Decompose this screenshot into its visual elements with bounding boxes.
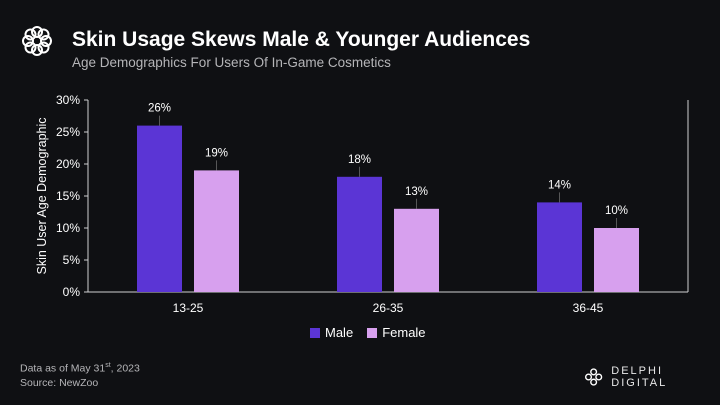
y-tick-label: 30% [56,93,80,107]
y-tick-label: 25% [56,125,80,139]
legend-label-female: Female [382,325,426,340]
y-axis-label: Skin User Age Demographic [35,117,49,274]
bar-female [594,228,639,292]
delphi-small-logo-icon [584,368,603,386]
x-tick-label: 13-25 [173,301,204,315]
y-tick-label: 5% [63,253,81,267]
legend: Male Female [310,325,426,340]
delphi-logo-icon [22,26,52,56]
y-tick-label: 0% [63,285,81,299]
data-label: 26% [148,103,171,115]
y-tick-label: 10% [56,221,80,235]
bar-female [394,208,439,292]
bar-male [537,202,582,292]
date-sup: st [105,362,111,369]
chart-subtitle: Age Demographics For Users Of In-Game Co… [72,55,391,70]
date-prefix: Data as of May 31 [20,362,106,375]
data-label: 19% [205,147,228,159]
data-label: 18% [348,154,371,166]
bar-female [194,170,239,292]
x-tick-label: 36-45 [573,301,604,315]
y-tick-label: 15% [56,189,80,203]
brand-name: DELPHI DIGITAL [611,365,668,389]
x-tick-label: 26-35 [373,301,404,315]
bar-male [137,125,182,292]
data-label: 14% [548,179,571,191]
source-text: Source: NewZoo [20,377,99,389]
legend-item-female: Female [367,325,426,340]
chart-title: Skin Usage Skews Male & Younger Audience… [72,28,531,51]
legend-label-male: Male [325,325,354,340]
y-tick-label: 20% [56,157,80,171]
data-label: 13% [405,186,428,198]
date-suffix: , 2023 [110,362,140,375]
legend-swatch-male [310,327,320,338]
legend-swatch-female [367,327,378,338]
data-label: 10% [605,205,628,217]
bar-male [337,176,382,292]
brand-logo: DELPHI DIGITAL [584,365,720,389]
data-date: Data as of May 31st, 2023 [20,362,140,375]
legend-item-male: Male [310,325,353,340]
